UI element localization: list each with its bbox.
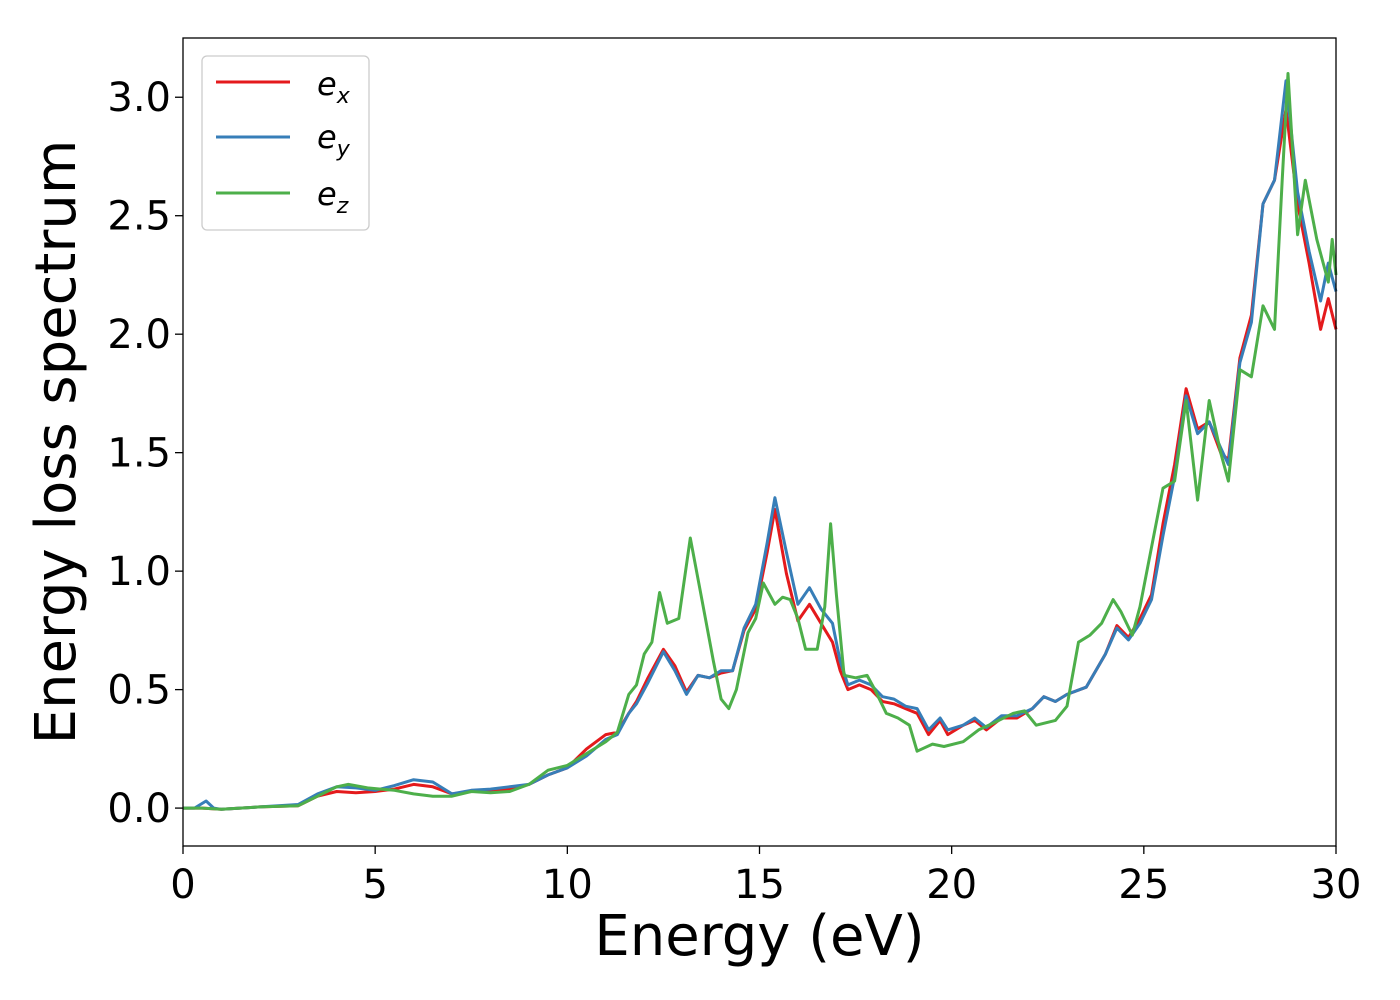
legend-label-ex: ex [317, 65, 351, 109]
x-tick-label: 25 [1118, 862, 1169, 908]
legend-label-ez: ez [317, 175, 349, 219]
y-tick-label: 2.0 [107, 312, 171, 358]
y-tick-label: 1.0 [107, 549, 171, 595]
y-tick-label: 0.0 [107, 786, 171, 832]
plot-background [183, 38, 1336, 846]
x-tick-label: 5 [362, 862, 387, 908]
y-tick-label: 3.0 [107, 75, 171, 121]
y-axis-title: Energy loss spectrum [24, 140, 89, 745]
x-axis-title: Energy (eV) [594, 904, 924, 969]
x-tick-label: 10 [542, 862, 593, 908]
legend-box [201, 55, 370, 231]
y-axis-ticks: 0.0 0.5 1.0 1.5 2.0 2.5 3.0 [107, 75, 183, 832]
legend-label-ey: ey [317, 118, 351, 162]
x-tick-label: 20 [926, 862, 977, 908]
legend: ex ey ez [201, 55, 370, 231]
x-tick-label: 15 [734, 862, 785, 908]
series-line-ez [183, 72, 1338, 811]
x-axis-ticks: 0 5 10 15 20 25 30 [170, 846, 1361, 908]
y-tick-label: 1.5 [107, 431, 171, 477]
x-tick-label: 30 [1311, 862, 1362, 908]
x-tick-label: 0 [170, 862, 195, 908]
y-tick-label: 2.5 [107, 194, 171, 240]
y-tick-label: 0.5 [107, 668, 171, 714]
series-layer [183, 72, 1338, 811]
